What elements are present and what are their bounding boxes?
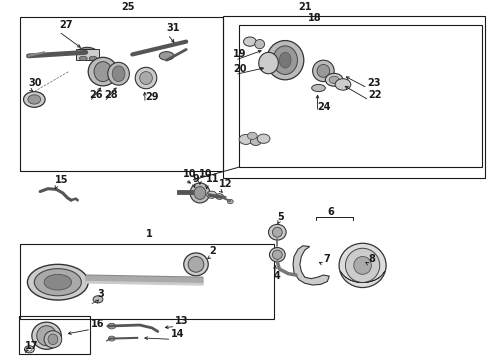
Bar [223, 15, 485, 178]
Text: 26: 26 [90, 90, 103, 100]
Circle shape [216, 194, 223, 199]
Circle shape [108, 336, 115, 341]
Text: 10: 10 [183, 169, 197, 179]
Text: 2: 2 [210, 246, 217, 256]
Ellipse shape [32, 322, 61, 349]
Wedge shape [341, 271, 385, 283]
Circle shape [329, 76, 339, 84]
Text: 17: 17 [24, 341, 38, 351]
Text: 14: 14 [171, 329, 184, 339]
Bar [76, 49, 99, 60]
Ellipse shape [339, 243, 386, 288]
Ellipse shape [37, 326, 56, 346]
Bar [20, 244, 274, 319]
Text: 1: 1 [146, 229, 153, 239]
Bar [20, 17, 223, 171]
Ellipse shape [345, 248, 380, 283]
Ellipse shape [27, 264, 88, 300]
Circle shape [207, 191, 217, 198]
Bar [19, 316, 90, 354]
Circle shape [108, 323, 116, 329]
Text: 21: 21 [298, 2, 312, 12]
Ellipse shape [112, 66, 125, 82]
Text: 27: 27 [59, 20, 73, 30]
Ellipse shape [140, 72, 152, 85]
Ellipse shape [159, 51, 174, 60]
Bar [239, 25, 482, 167]
Text: 18: 18 [308, 13, 321, 23]
Text: 29: 29 [145, 91, 159, 102]
Ellipse shape [313, 60, 334, 82]
Ellipse shape [80, 49, 94, 58]
Text: 6: 6 [327, 207, 334, 217]
Ellipse shape [44, 274, 72, 290]
Circle shape [247, 132, 257, 139]
Text: 9: 9 [193, 174, 199, 184]
Ellipse shape [76, 47, 98, 60]
Circle shape [257, 134, 270, 143]
Text: 22: 22 [368, 90, 382, 100]
Ellipse shape [272, 227, 282, 237]
Ellipse shape [48, 334, 58, 345]
Ellipse shape [273, 46, 297, 75]
Ellipse shape [312, 85, 325, 91]
Text: 28: 28 [104, 90, 118, 100]
Ellipse shape [354, 256, 371, 274]
Ellipse shape [270, 248, 285, 262]
Text: 15: 15 [55, 175, 69, 185]
Ellipse shape [267, 41, 304, 80]
Text: 24: 24 [318, 102, 331, 112]
Text: 10: 10 [199, 169, 213, 179]
Ellipse shape [44, 331, 62, 348]
Ellipse shape [89, 56, 97, 60]
Ellipse shape [190, 183, 210, 203]
Circle shape [250, 138, 261, 145]
Ellipse shape [34, 269, 81, 296]
Circle shape [93, 296, 103, 303]
Ellipse shape [317, 64, 330, 77]
Text: 16: 16 [91, 319, 105, 329]
Text: 25: 25 [122, 2, 135, 12]
Ellipse shape [255, 40, 265, 49]
Ellipse shape [108, 62, 129, 85]
Circle shape [244, 37, 256, 46]
Ellipse shape [269, 224, 286, 240]
Ellipse shape [88, 57, 118, 86]
Circle shape [28, 95, 41, 104]
Text: 8: 8 [368, 254, 375, 264]
Text: 4: 4 [273, 271, 280, 281]
Circle shape [24, 91, 45, 107]
Circle shape [27, 347, 32, 351]
Ellipse shape [259, 52, 278, 74]
Ellipse shape [94, 62, 112, 82]
Ellipse shape [79, 56, 87, 60]
Text: 31: 31 [167, 23, 180, 33]
Ellipse shape [272, 250, 282, 259]
Ellipse shape [188, 256, 204, 272]
Circle shape [325, 73, 343, 86]
Ellipse shape [279, 52, 291, 68]
Ellipse shape [194, 186, 206, 199]
Text: 20: 20 [233, 64, 247, 75]
Ellipse shape [184, 253, 208, 276]
Text: 30: 30 [28, 78, 42, 88]
Text: 12: 12 [219, 179, 233, 189]
Circle shape [227, 199, 233, 204]
Text: 13: 13 [175, 316, 189, 327]
Text: 19: 19 [233, 49, 247, 59]
Circle shape [335, 79, 351, 90]
Ellipse shape [135, 67, 157, 89]
Circle shape [239, 134, 253, 144]
Text: 23: 23 [368, 78, 381, 88]
PathPatch shape [293, 246, 329, 285]
Circle shape [24, 346, 34, 353]
Text: 11: 11 [206, 174, 220, 184]
Text: 3: 3 [97, 289, 104, 299]
Text: 7: 7 [323, 254, 330, 264]
Text: 5: 5 [277, 212, 284, 221]
